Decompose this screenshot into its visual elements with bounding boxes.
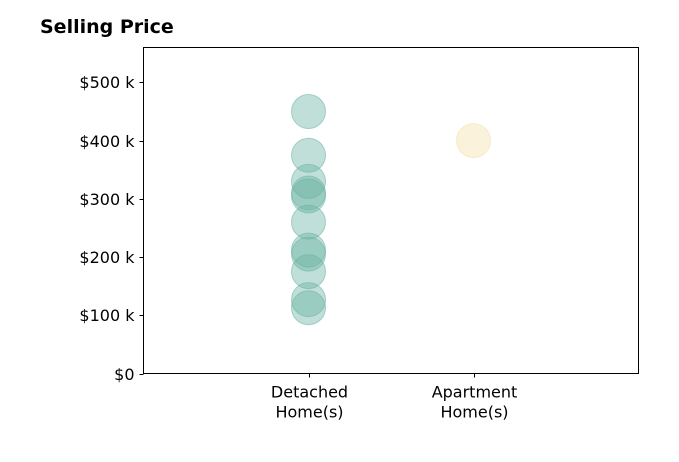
- data-point: [291, 137, 326, 173]
- data-point: [291, 290, 326, 326]
- x-tick-label-line2: Home(s): [440, 403, 508, 422]
- data-point: [291, 178, 326, 214]
- data-point: [291, 254, 326, 290]
- data-points: [291, 94, 491, 326]
- y-axis: $0 $100 k $200 k $300 k $400 k $500 k: [79, 73, 144, 384]
- data-point: [291, 94, 326, 130]
- y-tick-label: $200 k: [79, 248, 135, 267]
- x-tick-label-line1: Detached: [271, 383, 348, 402]
- data-point: [291, 282, 326, 318]
- y-tick-label: $0: [114, 365, 134, 384]
- x-tick-label-line1: Apartment: [432, 383, 518, 402]
- data-point: [291, 163, 326, 199]
- data-point: [291, 204, 326, 240]
- y-tick-label: $300 k: [79, 190, 135, 209]
- x-tick-label-line2: Home(s): [275, 403, 343, 422]
- y-tick-label: $100 k: [79, 306, 135, 325]
- data-point: [456, 123, 491, 159]
- plot-frame: [143, 47, 639, 374]
- y-tick-label: $500 k: [79, 73, 135, 92]
- chart-title: Selling Price: [40, 16, 174, 38]
- y-tick-label: $400 k: [79, 132, 135, 151]
